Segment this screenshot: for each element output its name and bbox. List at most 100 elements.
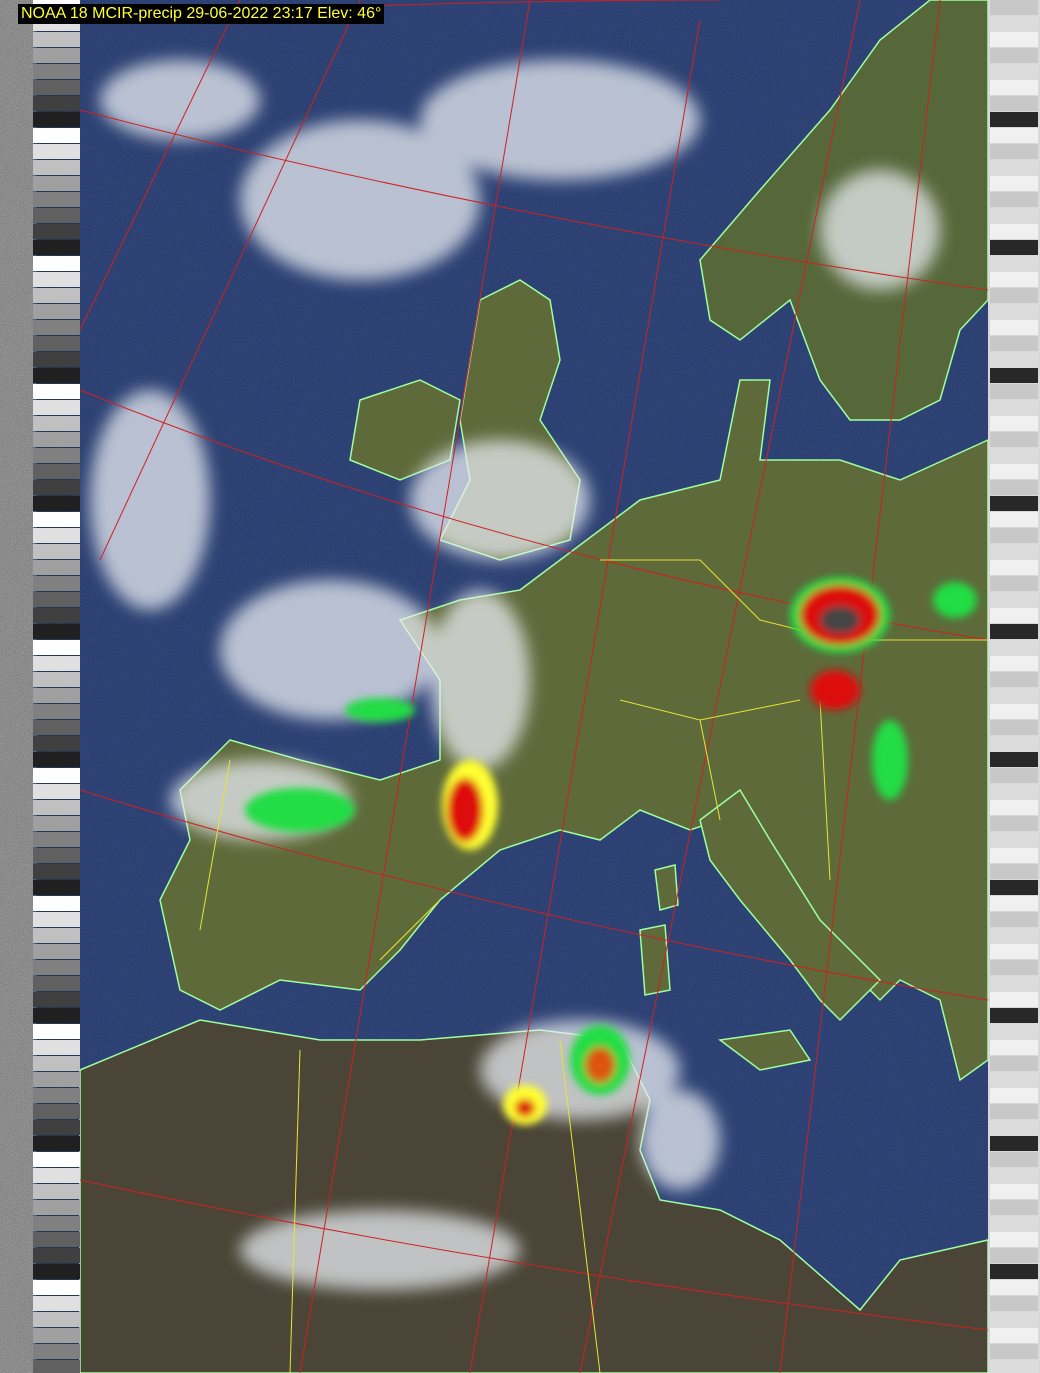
telemetry-wedge	[33, 160, 80, 175]
telemetry-wedge	[33, 128, 80, 143]
telemetry-wedge	[990, 288, 1038, 303]
image-title: NOAA 18 MCIR-precip 29-06-2022 23:17 Ele…	[18, 4, 385, 24]
telemetry-wedge	[990, 0, 1038, 15]
telemetry-wedge	[990, 1152, 1038, 1167]
telemetry-wedge	[33, 976, 80, 991]
telemetry-wedge	[990, 464, 1038, 479]
telemetry-wedge	[33, 1232, 80, 1247]
telemetry-wedge	[33, 768, 80, 783]
telemetry-wedge	[33, 688, 80, 703]
telemetry-wedge	[33, 848, 80, 863]
telemetry-wedge	[990, 784, 1038, 799]
sicily	[718, 1029, 812, 1071]
telemetry-wedge	[33, 1104, 80, 1119]
telemetry-wedge	[33, 1216, 80, 1231]
telemetry-wedge	[990, 672, 1038, 687]
telemetry-wedge	[990, 1280, 1038, 1295]
telemetry-wedge	[990, 1360, 1038, 1373]
telemetry-wedge	[990, 160, 1038, 175]
telemetry-wedge	[33, 672, 80, 687]
telemetry-wedge	[990, 400, 1038, 415]
telemetry-wedge	[990, 368, 1038, 383]
telemetry-wedge	[990, 432, 1038, 447]
telemetry-wedge	[990, 1312, 1038, 1327]
telemetry-wedge	[990, 1232, 1038, 1247]
telemetry-wedge	[33, 928, 80, 943]
telemetry-wedge	[33, 656, 80, 671]
telemetry-wedge	[33, 368, 80, 383]
telemetry-wedge	[990, 1216, 1038, 1231]
telemetry-wedge	[990, 1040, 1038, 1055]
telemetry-wedge	[990, 896, 1038, 911]
telemetry-wedge	[33, 80, 80, 95]
telemetry-wedge	[990, 928, 1038, 943]
telemetry-wedge	[33, 1008, 80, 1023]
telemetry-wedge	[33, 256, 80, 271]
telemetry-wedge	[990, 1200, 1038, 1215]
telemetry-wedge	[33, 1344, 80, 1359]
telemetry-wedge	[33, 720, 80, 735]
telemetry-wedge	[33, 1088, 80, 1103]
telemetry-wedge	[33, 112, 80, 127]
telemetry-wedge	[33, 272, 80, 287]
telemetry-wedge	[33, 624, 80, 639]
continental-europe	[159, 379, 989, 1082]
telemetry-wedge	[990, 992, 1038, 1007]
telemetry-wedge	[990, 1184, 1038, 1199]
telemetry-wedge	[33, 1328, 80, 1343]
telemetry-wedge	[990, 976, 1038, 991]
telemetry-wedge	[33, 1248, 80, 1263]
telemetry-wedge	[990, 192, 1038, 207]
telemetry-wedge	[990, 176, 1038, 191]
telemetry-wedge	[990, 656, 1038, 671]
telemetry-wedge	[990, 1344, 1038, 1359]
telemetry-wedge	[33, 1040, 80, 1055]
telemetry-wedge	[33, 784, 80, 799]
telemetry-wedge	[33, 1136, 80, 1151]
telemetry-wedge	[990, 864, 1038, 879]
telemetry-wedge	[990, 1072, 1038, 1087]
telemetry-wedge	[990, 608, 1038, 623]
telemetry-wedge	[990, 304, 1038, 319]
telemetry-wedge	[990, 1248, 1038, 1263]
telemetry-wedge	[33, 560, 80, 575]
telemetry-right	[988, 0, 1040, 1373]
telemetry-wedge	[990, 32, 1038, 47]
telemetry-wedge	[33, 208, 80, 223]
telemetry-wedge	[33, 1184, 80, 1199]
telemetry-wedge	[33, 192, 80, 207]
precipitation	[245, 577, 977, 1125]
telemetry-wedge	[33, 304, 80, 319]
telemetry-wedge	[990, 320, 1038, 335]
telemetry-wedge	[990, 736, 1038, 751]
telemetry-wedge	[990, 800, 1038, 815]
telemetry-wedge	[990, 880, 1038, 895]
telemetry-wedge	[990, 960, 1038, 975]
telemetry-wedge	[990, 704, 1038, 719]
country-borders	[199, 559, 988, 1373]
telemetry-wedge	[33, 880, 80, 895]
telemetry-wedge	[33, 816, 80, 831]
telemetry-wedge	[33, 1168, 80, 1183]
telemetry-wedge	[990, 416, 1038, 431]
telemetry-wedge	[990, 832, 1038, 847]
telemetry-wedge	[990, 576, 1038, 591]
telemetry-wedge	[990, 1104, 1038, 1119]
telemetry-wedge	[990, 1088, 1038, 1103]
telemetry-wedge	[990, 1008, 1038, 1023]
telemetry-wedge	[33, 224, 80, 239]
telemetry-wedge	[990, 720, 1038, 735]
telemetry-left	[0, 0, 80, 1373]
telemetry-wedge	[990, 640, 1038, 655]
telemetry-wedge	[33, 448, 80, 463]
telemetry-wedge	[990, 128, 1038, 143]
telemetry-wedge	[33, 480, 80, 495]
telemetry-wedge	[33, 608, 80, 623]
telemetry-wedge	[33, 1120, 80, 1135]
telemetry-wedge	[33, 352, 80, 367]
telemetry-wedge	[33, 640, 80, 655]
telemetry-wedge	[990, 944, 1038, 959]
telemetry-wedge	[990, 1264, 1038, 1279]
telemetry-wedge	[990, 496, 1038, 511]
telemetry-wedge	[990, 768, 1038, 783]
